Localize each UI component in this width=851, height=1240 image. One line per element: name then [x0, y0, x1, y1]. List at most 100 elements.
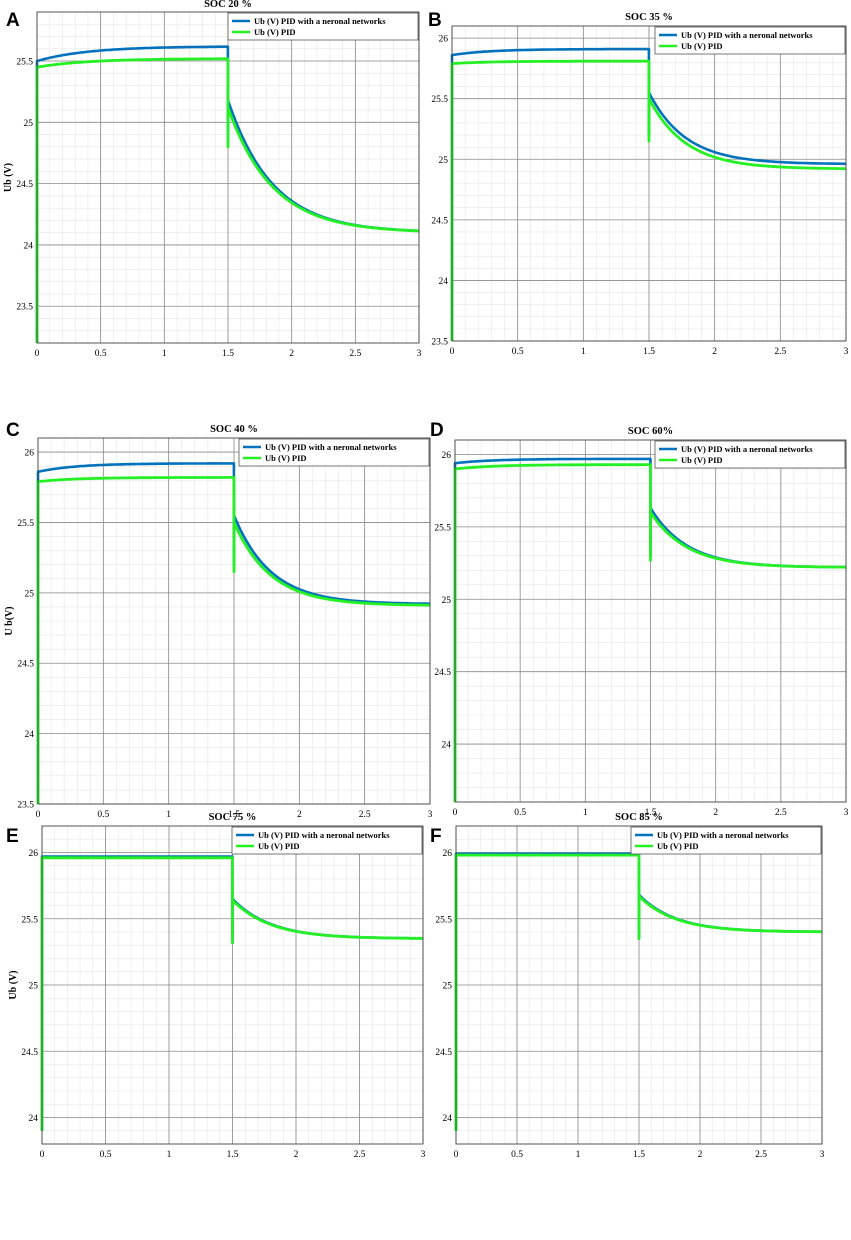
y-tick-label: 24 [442, 741, 452, 751]
y-tick-label: 25 [24, 119, 34, 129]
x-tick-label: 0 [36, 810, 41, 820]
y-tick-label: 25 [29, 982, 39, 992]
legend-entry: Ub (V) PID [265, 453, 307, 463]
x-tick-label: 2 [712, 347, 717, 357]
x-tick-label: 0 [454, 1150, 459, 1160]
legend-entry: Ub (V) PID with a neronal networks [258, 830, 390, 840]
x-tick-label: 3 [417, 349, 422, 359]
plot-frame [36, 11, 420, 344]
x-tick-label: 2 [713, 808, 718, 818]
x-tick-label: 1.5 [643, 347, 655, 357]
series-line-pid [454, 853, 823, 1131]
panel-letter: B [428, 10, 442, 31]
y-tick-label: 26 [439, 35, 449, 45]
y-tick-label: 25 [25, 589, 35, 599]
x-tick-label: 2 [297, 810, 302, 820]
y-tick-label: 24.5 [21, 1048, 38, 1058]
legend-entry: Ub (V) PID [681, 41, 723, 51]
y-tick-label: 23.5 [16, 303, 33, 313]
y-tick-label: 25.5 [17, 519, 34, 529]
series-line-pid [35, 57, 420, 343]
y-tick-label: 23.5 [431, 338, 448, 348]
legend-entry: Ub (V) PID with a neronal networks [681, 30, 813, 40]
x-tick-label: 0 [35, 349, 40, 359]
panel-letter: D [430, 420, 444, 441]
y-tick-label: 24 [443, 1114, 453, 1124]
legend-box [654, 26, 846, 55]
y-tick-label: 26 [29, 849, 39, 859]
x-tick-label: 3 [844, 808, 849, 818]
y-tick-label: 24 [29, 1114, 39, 1124]
chart-panel-b: 0 0.5 1 1.5 2 2.5 3 23.5 24 24.5 25 25.5 26 SOC 35 % B… [428, 10, 849, 357]
y-tick-label: 25 [443, 982, 453, 992]
x-tick-label: 0 [40, 1150, 45, 1160]
plot-frame [454, 439, 847, 803]
y-tick-label: 24.5 [434, 668, 451, 678]
plot-frame [37, 437, 431, 805]
y-axis-label: Ub (V) [3, 163, 14, 192]
x-tick-label: 0.5 [511, 1150, 523, 1160]
panel-letter: C [6, 420, 20, 441]
x-tick-label: 2.5 [774, 347, 786, 357]
chart-panel-d: 0 0.5 1 1.5 2 2.5 3 24 24.5 25 25.5 26 SOC 60% D Ub (V… [430, 420, 849, 818]
x-tick-label: 0 [450, 347, 455, 357]
legend-box [227, 12, 419, 41]
x-tick-label: 2.5 [354, 1150, 366, 1160]
x-tick-label: 3 [421, 1150, 426, 1160]
legend-entry: Ub (V) PID with a neronal networks [681, 444, 813, 454]
y-tick-label: 25.5 [434, 523, 451, 533]
y-tick-label: 24.5 [16, 180, 33, 190]
legend-entry: Ub (V) PID with a neronal networks [657, 830, 789, 840]
y-tick-label: 24.5 [17, 660, 34, 670]
x-tick-label: 2 [698, 1150, 703, 1160]
series-line-pid [36, 476, 431, 804]
y-tick-label: 25 [439, 156, 449, 166]
y-tick-label: 23.5 [17, 801, 34, 811]
chart-title: SOC 20 % [204, 0, 252, 10]
legend-entry: Ub (V) PID [254, 27, 296, 37]
x-tick-label: 1.5 [633, 1150, 645, 1160]
y-tick-label: 25 [442, 596, 452, 606]
chart-title: SOC 75 % [209, 812, 257, 823]
series-line-pid [453, 463, 847, 802]
x-tick-label: 1 [576, 1150, 581, 1160]
plot-frame [451, 25, 847, 342]
x-tick-label: 1 [167, 1150, 172, 1160]
x-tick-label: 0.5 [100, 1150, 112, 1160]
y-tick-label: 26 [25, 449, 35, 459]
x-tick-label: 1 [166, 810, 171, 820]
y-tick-label: 25.5 [16, 58, 33, 68]
x-tick-label: 3 [844, 347, 849, 357]
chart-title: SOC 85 % [615, 812, 663, 823]
legend-box [654, 440, 846, 469]
y-tick-label: 24 [24, 241, 34, 251]
legend-entry: Ub (V) PID [258, 841, 300, 851]
y-tick-label: 25.5 [435, 915, 452, 925]
plot-frame [41, 825, 424, 1145]
chart-title: SOC 60% [628, 426, 673, 437]
x-tick-label: 2.5 [349, 349, 361, 359]
x-tick-label: 1 [583, 808, 588, 818]
legend-entry: Ub (V) PID with a neronal networks [254, 16, 386, 26]
x-tick-label: 2.5 [755, 1150, 767, 1160]
legend-box [238, 438, 430, 467]
y-tick-label: 25.5 [431, 95, 448, 105]
legend-box [231, 826, 423, 855]
y-tick-label: 24.5 [431, 216, 448, 226]
x-tick-label: 2.5 [359, 810, 371, 820]
chart-panel-c: 0 0.5 1 1.5 2 2.5 3 23.5 24 24.5 25 25.5 26 SOC 40 % U… [4, 420, 433, 820]
chart-title: SOC 40 % [210, 424, 258, 435]
x-tick-label: 0.5 [512, 347, 524, 357]
panel-letter: E [6, 826, 19, 847]
y-tick-label: 24 [25, 730, 35, 740]
y-tick-label: 25.5 [21, 915, 38, 925]
